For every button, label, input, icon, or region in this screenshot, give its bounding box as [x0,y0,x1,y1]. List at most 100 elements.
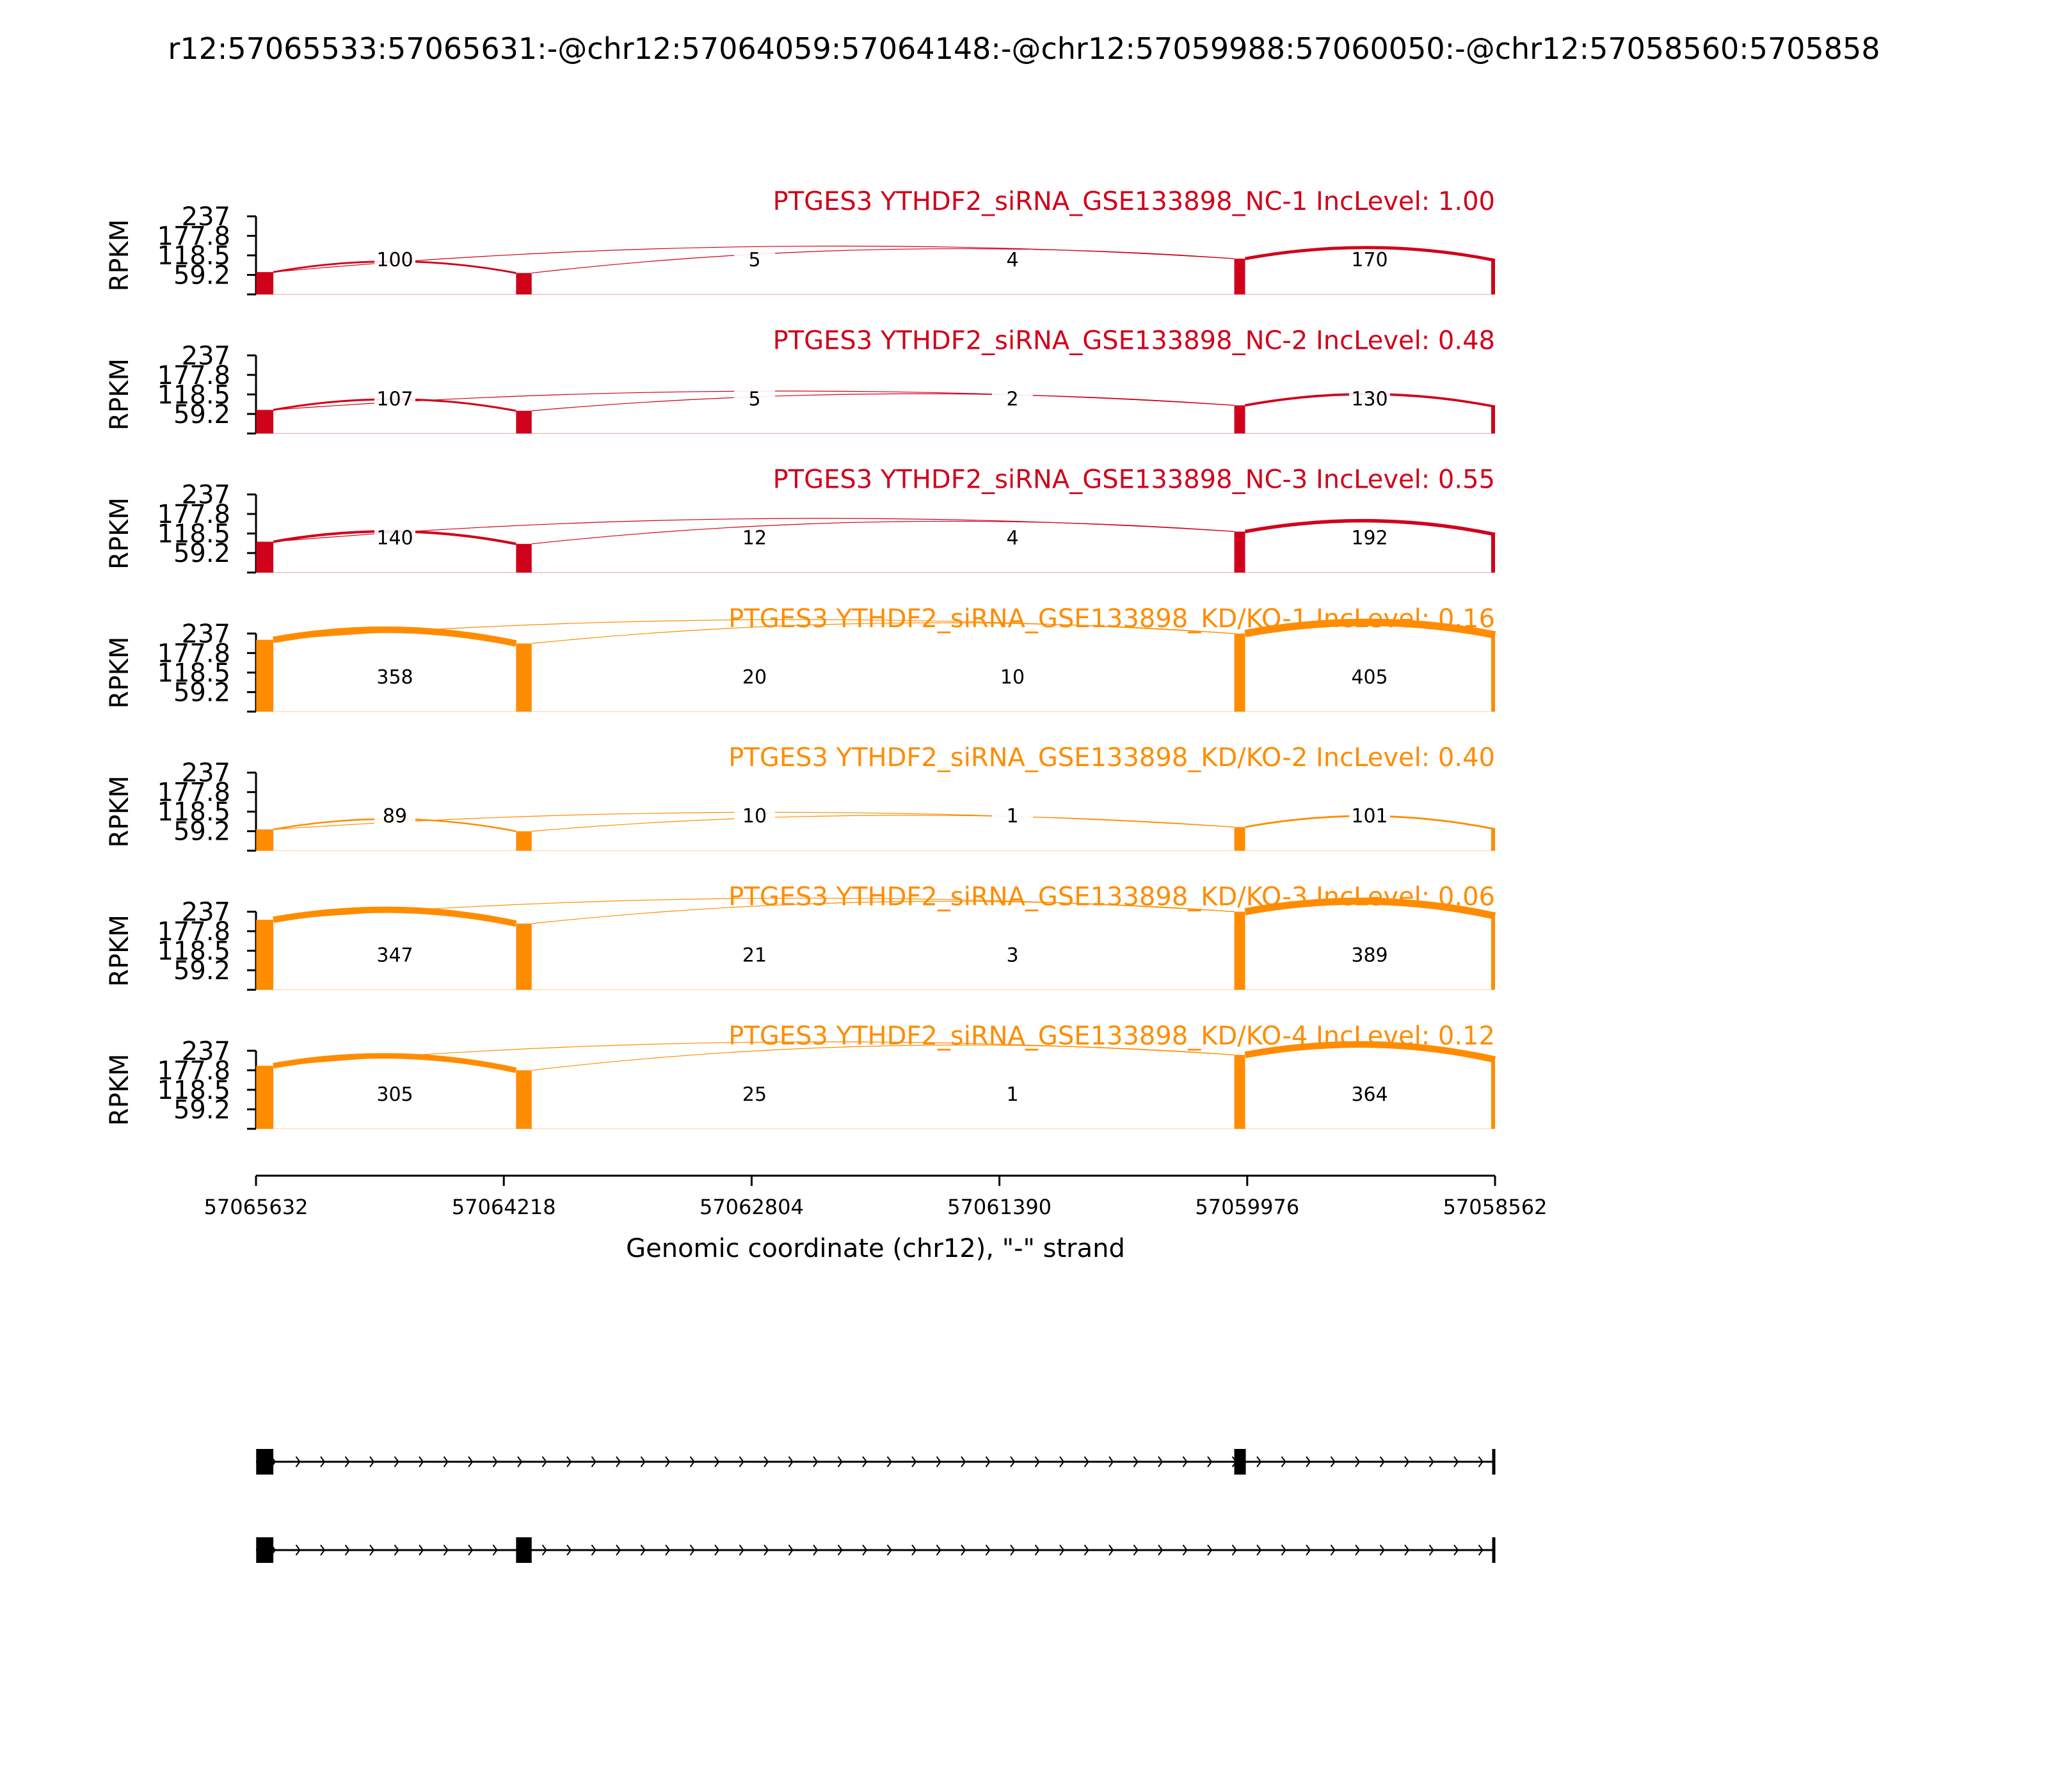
junction-label-1-3: 21 [742,945,767,967]
strand-arrow [443,1544,449,1556]
coverage-exon-1 [256,410,274,434]
junction-label-1-2: 100 [376,249,413,271]
isoform-track [256,1449,1496,1563]
y-tick-label: 59.2 [173,539,230,568]
coverage-exon-2 [516,831,532,851]
coverage-exon-1 [256,272,274,294]
strand-arrow [1404,1544,1410,1556]
strand-arrow [936,1544,941,1556]
y-tick-label: 59.2 [173,817,230,847]
junction-label-3-4: 101 [1351,805,1388,828]
strand-arrow [886,1544,892,1556]
strand-arrow [665,1544,671,1556]
strand-arrow [1084,1544,1089,1556]
strand-arrow [764,1544,769,1556]
x-tick-label: 57061390 [947,1195,1052,1219]
strand-arrow [394,1544,399,1556]
junction-label-2-3: 10 [1000,666,1025,689]
coverage-exon-4 [1491,916,1495,990]
junction-label-bg [1349,806,1390,828]
strand-arrow [714,1544,720,1556]
strand-arrow [1281,1456,1286,1468]
strand-arrow [961,1544,966,1556]
strand-arrow [591,1544,596,1556]
strand-arrow [517,1456,523,1468]
coverage-exon-2 [516,643,532,712]
strand-arrow [1034,1456,1040,1468]
strand-arrow [1207,1544,1213,1556]
strand-arrow [344,1456,350,1468]
junction-arc-2-3 [531,520,1235,545]
strand-arrow [1306,1544,1311,1556]
coverage-exon-3 [1234,1055,1245,1129]
junction-label-1-2: 358 [376,666,413,689]
junction-label-2-3: 1 [1006,1084,1018,1106]
junction-label-2-3: 4 [1006,249,1018,271]
junction-label-2-3: 3 [1006,945,1018,967]
junction-arc-2-3 [531,393,1235,412]
y-tick-label: 59.2 [173,678,230,707]
junction-arc-3-4 [1244,1041,1496,1063]
coverage-exon-4 [1491,829,1495,851]
junction-label-bg [1349,250,1390,271]
junction-label-bg [734,806,775,828]
junction-label-bg [992,666,1033,689]
junction-label-1-3: 10 [742,805,767,828]
y-tick-label: 237 [182,898,230,927]
track-title: PTGES3 YTHDF2_siRNA_GSE133898_NC-3 IncLe… [773,465,1495,495]
strand-arrow [1256,1544,1262,1556]
junction-label-bg [992,1084,1033,1106]
strand-arrow [1108,1544,1114,1556]
junction-label-bg [734,666,775,689]
strand-arrow [1453,1456,1459,1468]
strand-arrow [1133,1544,1139,1556]
x-axis: 57065632 57064218 57062804 57061390 57059976… [204,1174,1547,1219]
strand-arrow [1207,1456,1213,1468]
strand-arrow [813,1456,819,1468]
junction-label-bg [734,945,775,967]
junction-label-bg [374,250,415,271]
y-axis-label: RPKM [105,915,134,987]
junction-label-bg [374,945,415,967]
coverage-exon-2 [516,1070,532,1129]
junction-label-2-3: 2 [1006,388,1018,410]
strand-arrow [1478,1544,1484,1556]
strand-arrow [468,1456,474,1468]
strand-arrow [1059,1456,1065,1468]
junction-arc-2-3 [531,248,1235,274]
coverage-exon-4 [1491,1059,1495,1129]
strand-arrow [911,1456,917,1468]
junction-label-bg [1349,527,1390,550]
junction-label-1-3: 25 [742,1084,767,1106]
coverage-exon-1 [256,1066,274,1129]
isoform-exon-1 [256,1537,274,1563]
strand-arrow [492,1544,498,1556]
strand-arrow [468,1544,474,1556]
strand-arrow [1034,1544,1040,1556]
strand-arrow [616,1456,621,1468]
junction-label-bg [992,945,1033,967]
coverage-exon-4 [1491,534,1495,573]
strand-arrow [1478,1456,1484,1468]
strand-arrow [985,1456,991,1468]
junction-label-2-3: 1 [1006,805,1018,828]
junction-label-1-3: 20 [742,666,767,689]
strand-arrow [1379,1456,1385,1468]
junction-label-bg [992,388,1033,411]
junction-label-bg [1349,1084,1390,1106]
y-axis-label: RPKM [105,358,134,431]
strand-arrow [1428,1544,1434,1556]
isoform-exon-2 [516,1537,532,1563]
y-tick-label: 59.2 [173,1095,230,1124]
strand-arrow [640,1456,646,1468]
y-tick-label: 177.8 [157,778,230,808]
coverage-exon-2 [516,410,532,434]
junction-label-1-2: 107 [376,388,413,410]
y-tick-label: 237 [182,341,230,371]
junction-label-3-4: 405 [1351,666,1388,689]
strand-arrow [419,1544,424,1556]
